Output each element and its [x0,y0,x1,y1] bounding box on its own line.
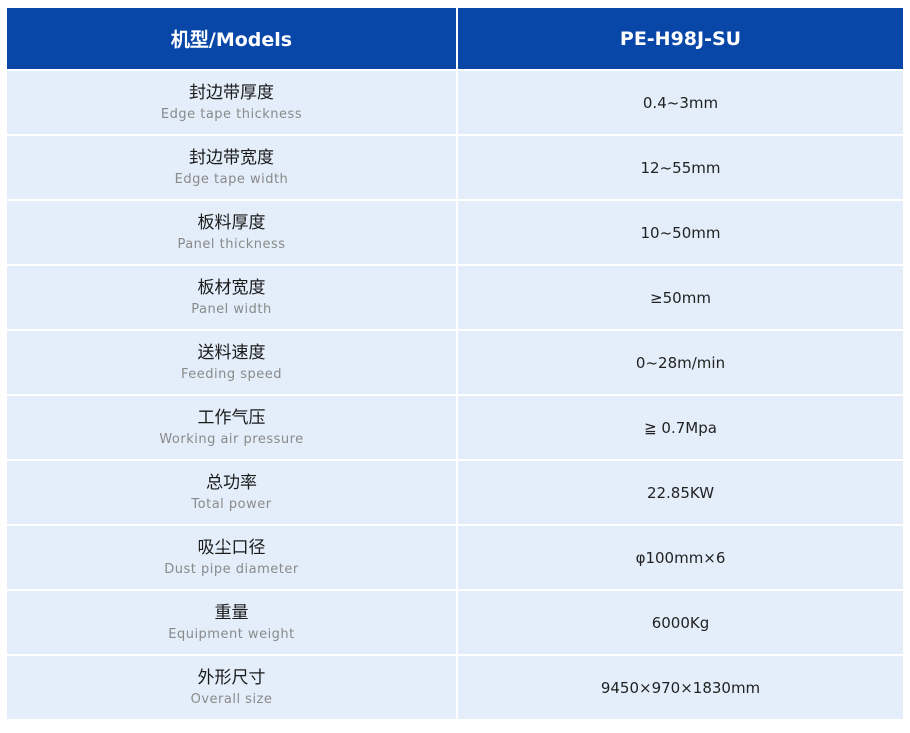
spec-label-en: Panel width [191,301,272,317]
spec-value: 12~55mm [456,134,905,201]
spec-value: 10~50mm [456,199,905,266]
spec-label-zh: 外形尺寸 [197,667,266,688]
spec-label-zh: 送料速度 [197,342,266,363]
spec-label-en: Panel thickness [177,236,286,252]
spec-label-zh: 封边带厚度 [189,82,274,103]
spec-label: 板料厚度 Panel thickness [5,199,458,266]
spec-label: 封边带厚度 Edge tape thickness [5,69,458,136]
spec-label-en: Working air pressure [159,431,304,447]
spec-value: 22.85KW [456,459,905,526]
spec-table: 机型/Models PE-H98J-SU 封边带厚度 Edge tape thi… [5,6,905,721]
table-row: 外形尺寸 Overall size 9450×970×1830mm [5,654,905,721]
spec-label: 重量 Equipment weight [5,589,458,656]
table-row: 板料厚度 Panel thickness 10~50mm [5,199,905,266]
table-row: 送料速度 Feeding speed 0~28m/min [5,329,905,396]
table-row: 封边带厚度 Edge tape thickness 0.4~3mm [5,69,905,136]
spec-label-zh: 重量 [214,602,249,623]
spec-label-zh: 吸尘口径 [197,537,266,558]
spec-value: ≧ 0.7Mpa [456,394,905,461]
spec-label: 送料速度 Feeding speed [5,329,458,396]
spec-label-en: Edge tape width [174,171,289,187]
spec-label-en: Edge tape thickness [160,106,303,122]
spec-value: ≥50mm [456,264,905,331]
spec-value: 6000Kg [456,589,905,656]
table-row: 重量 Equipment weight 6000Kg [5,589,905,656]
spec-value: 0.4~3mm [456,69,905,136]
spec-label-zh: 封边带宽度 [189,147,274,168]
spec-label-zh: 总功率 [206,472,257,493]
spec-label-zh: 工作气压 [197,407,266,428]
spec-label: 工作气压 Working air pressure [5,394,458,461]
table-row: 工作气压 Working air pressure ≧ 0.7Mpa [5,394,905,461]
header-row: 机型/Models PE-H98J-SU [5,6,905,71]
spec-label: 总功率 Total power [5,459,458,526]
table-row: 板材宽度 Panel width ≥50mm [5,264,905,331]
spec-label: 吸尘口径 Dust pipe diameter [5,524,458,591]
spec-label-zh: 板材宽度 [197,277,266,298]
table-row: 总功率 Total power 22.85KW [5,459,905,526]
spec-label: 板材宽度 Panel width [5,264,458,331]
table-row: 吸尘口径 Dust pipe diameter φ100mm×6 [5,524,905,591]
spec-label: 外形尺寸 Overall size [5,654,458,721]
spec-label-en: Total power [191,496,272,512]
spec-value: 9450×970×1830mm [456,654,905,721]
header-model-name: PE-H98J-SU [456,6,905,71]
header-models: 机型/Models [5,6,458,71]
spec-label-en: Equipment weight [168,626,295,642]
spec-label-en: Overall size [190,691,273,707]
spec-value: 0~28m/min [456,329,905,396]
spec-label-en: Dust pipe diameter [164,561,299,577]
table-row: 封边带宽度 Edge tape width 12~55mm [5,134,905,201]
spec-label-zh: 板料厚度 [197,212,266,233]
spec-label-en: Feeding speed [180,366,283,382]
spec-label: 封边带宽度 Edge tape width [5,134,458,201]
spec-value: φ100mm×6 [456,524,905,591]
